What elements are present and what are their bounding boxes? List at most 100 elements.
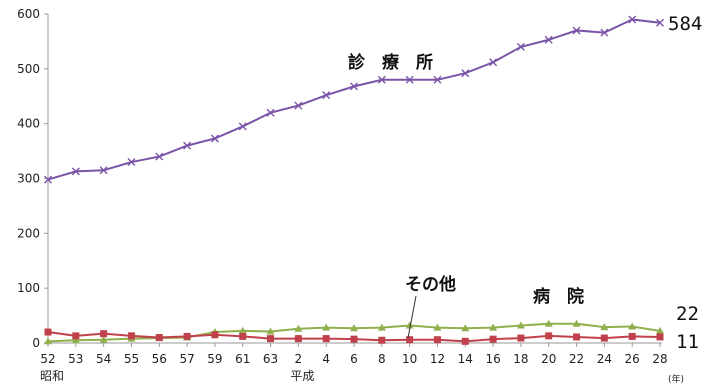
end-label-hospital: 22 — [676, 303, 699, 325]
y-tick-label: 100 — [17, 281, 40, 295]
data-point — [489, 335, 497, 343]
data-point — [656, 18, 664, 27]
data-point — [71, 167, 80, 176]
data-point — [211, 331, 219, 339]
x-tick-label: 56 — [152, 352, 167, 366]
data-point — [44, 328, 52, 336]
data-point — [377, 75, 386, 84]
series-label-other-leader — [407, 295, 417, 339]
data-point — [628, 15, 637, 24]
data-point — [183, 332, 191, 340]
series-layer — [44, 15, 664, 345]
x-tick-label: 16 — [485, 352, 500, 366]
data-point — [628, 332, 636, 340]
y-tick-label: 400 — [17, 117, 40, 131]
era-label: 平成 — [290, 369, 314, 383]
series-label-other: その他 — [405, 274, 456, 295]
data-point — [72, 332, 80, 340]
data-point — [461, 337, 469, 345]
data-point — [572, 319, 581, 327]
data-point — [99, 166, 108, 175]
data-point — [71, 336, 80, 344]
data-point — [572, 26, 581, 35]
end-labels: 584 22 11 — [668, 13, 702, 353]
x-tick-label: 57 — [179, 352, 194, 366]
x-tick-label: 52 — [40, 352, 55, 366]
data-point — [461, 324, 470, 332]
x-tick-label: 59 — [207, 352, 222, 366]
data-point — [127, 158, 136, 167]
series-0 — [44, 15, 664, 184]
x-axis: 52 53 54 55 56 57 59 61 63 2 4 6 8 10 12 14 16 18 20 22 24 26… — [40, 342, 684, 385]
series-2 — [44, 328, 664, 345]
x-tick-label: 6 — [350, 352, 358, 366]
series-label-hospital: 病 院 — [533, 286, 584, 307]
x-unit-label: (年) — [668, 373, 684, 385]
x-tick-label: 55 — [124, 352, 139, 366]
data-point — [44, 337, 52, 345]
data-point — [656, 326, 664, 334]
x-tick-label: 12 — [430, 352, 445, 366]
data-point — [433, 336, 441, 344]
y-tick-label: 200 — [17, 226, 40, 240]
data-point — [267, 335, 275, 343]
y-tick-label: 500 — [17, 62, 40, 76]
data-point — [378, 336, 386, 344]
y-tick-labels: 0 100 200 300 400 500 600 — [17, 7, 48, 350]
data-point — [544, 319, 553, 327]
x-tick-label: 54 — [96, 352, 111, 366]
data-point — [516, 321, 525, 329]
data-point — [517, 334, 525, 342]
data-point — [516, 42, 525, 51]
x-tick-label: 22 — [569, 352, 584, 366]
x-tick-label: 2 — [295, 352, 303, 366]
data-point — [294, 101, 303, 110]
data-point — [600, 323, 609, 331]
end-label-clinic: 584 — [668, 13, 702, 35]
data-point — [600, 28, 609, 37]
data-point — [600, 334, 608, 342]
data-point — [489, 58, 498, 67]
x-tick-label: 61 — [235, 352, 250, 366]
y-axis: 0 100 200 300 400 500 600 — [17, 7, 49, 350]
data-point — [405, 75, 414, 84]
x-tick-label: 53 — [68, 352, 83, 366]
end-label-other: 11 — [676, 331, 699, 353]
data-point — [155, 334, 163, 342]
data-point — [183, 141, 192, 150]
x-tick-label: 20 — [541, 352, 556, 366]
era-labels: 昭和 平成 — [40, 369, 314, 383]
data-point — [44, 175, 52, 184]
y-tick-label: 600 — [17, 7, 40, 21]
series-labels: 診 療 所 病 院 その他 — [348, 52, 584, 339]
data-point — [350, 82, 358, 91]
series-label-clinic: 診 療 所 — [348, 52, 433, 73]
data-point — [239, 332, 247, 340]
data-point — [433, 323, 442, 331]
data-point — [350, 335, 358, 343]
data-point — [489, 323, 498, 331]
era-label: 昭和 — [40, 369, 64, 383]
x-tick-labels: 52 53 54 55 56 57 59 61 63 2 4 6 8 10 12 14 16 18 20 22 24 26… — [40, 343, 668, 366]
data-point — [461, 69, 470, 78]
data-point — [294, 324, 303, 332]
series-line — [47, 18, 661, 181]
x-tick-label: 10 — [402, 352, 417, 366]
x-tick-label: 4 — [322, 352, 330, 366]
data-point — [322, 91, 331, 100]
x-tick-label: 26 — [625, 352, 640, 366]
data-point — [656, 333, 664, 341]
data-point — [266, 327, 275, 335]
data-point — [433, 75, 442, 84]
data-point — [155, 152, 164, 161]
data-point — [100, 330, 108, 338]
data-point — [210, 134, 219, 143]
data-point — [628, 322, 637, 330]
data-point — [238, 122, 247, 131]
x-tick-label: 8 — [378, 352, 386, 366]
data-point — [322, 335, 330, 343]
data-point — [573, 333, 581, 341]
data-point — [238, 326, 247, 334]
x-tick-label: 24 — [597, 352, 612, 366]
data-point — [99, 335, 108, 343]
